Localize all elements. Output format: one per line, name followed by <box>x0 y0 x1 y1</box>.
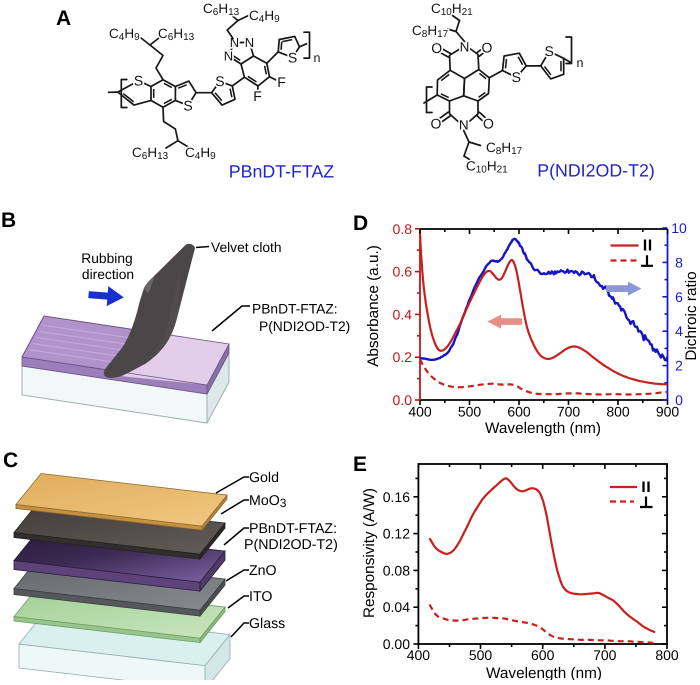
svg-text:500: 500 <box>469 647 493 663</box>
svg-text:PBnDT-FTAZ:: PBnDT-FTAZ: <box>252 302 338 317</box>
svg-text:0.6: 0.6 <box>393 264 413 280</box>
svg-text:700: 700 <box>557 404 581 420</box>
svg-text:ITO: ITO <box>249 589 272 605</box>
svg-text:S: S <box>512 69 521 85</box>
svg-text:O: O <box>431 40 442 56</box>
svg-text:O: O <box>431 115 442 131</box>
svg-text:C6H13: C6H13 <box>132 145 169 162</box>
svg-text:10: 10 <box>671 220 687 236</box>
svg-text:MoO3: MoO3 <box>249 493 287 510</box>
svg-text:F: F <box>253 88 262 104</box>
svg-text:C8H17: C8H17 <box>486 140 523 157</box>
svg-text:S: S <box>134 73 143 89</box>
svg-text:Gold: Gold <box>249 470 279 486</box>
svg-text:600: 600 <box>507 404 531 420</box>
svg-text:C: C <box>3 449 18 472</box>
svg-text:800: 800 <box>655 647 679 663</box>
svg-text:0.12: 0.12 <box>383 526 410 542</box>
svg-text:N: N <box>245 35 254 50</box>
svg-text:S: S <box>215 73 224 89</box>
svg-text:P(NDI2OD-T2): P(NDI2OD-T2) <box>244 537 338 553</box>
svg-text:600: 600 <box>531 647 555 663</box>
svg-text:D: D <box>353 212 368 235</box>
svg-text:C4H9: C4H9 <box>109 26 140 43</box>
svg-text:400: 400 <box>407 647 431 663</box>
svg-text:700: 700 <box>593 647 617 663</box>
svg-text:Wavelength (nm): Wavelength (nm) <box>486 665 602 680</box>
svg-text:0.08: 0.08 <box>383 562 410 578</box>
svg-text:PBnDT-FTAZ:: PBnDT-FTAZ: <box>249 521 337 537</box>
svg-text:ZnO: ZnO <box>249 563 277 579</box>
svg-text:E: E <box>353 453 367 476</box>
svg-text:C4H9: C4H9 <box>185 145 216 162</box>
svg-text:C6H13: C6H13 <box>158 26 195 43</box>
svg-text:S: S <box>183 97 192 113</box>
svg-text:S: S <box>288 49 297 65</box>
svg-text:Responsivity (A/W): Responsivity (A/W) <box>361 488 378 618</box>
svg-text:C4H9: C4H9 <box>249 8 280 25</box>
svg-text:A: A <box>56 7 71 30</box>
svg-text:4: 4 <box>675 323 683 339</box>
svg-text:0.16: 0.16 <box>383 489 410 505</box>
svg-text:6: 6 <box>675 289 683 305</box>
svg-text:P(NDI2OD-T2): P(NDI2OD-T2) <box>537 161 655 181</box>
svg-text:PBnDT-FTAZ: PBnDT-FTAZ <box>229 162 335 182</box>
svg-text:Dichroic ratio: Dichroic ratio <box>683 271 700 360</box>
svg-text:Wavelength (nm): Wavelength (nm) <box>485 420 601 437</box>
svg-text:S: S <box>545 43 554 59</box>
svg-text:8: 8 <box>675 254 683 270</box>
svg-text:O: O <box>483 115 494 131</box>
svg-text:n: n <box>577 56 584 70</box>
svg-text:Absorbance (a.u.): Absorbance (a.u.) <box>365 245 382 367</box>
svg-text:0.04: 0.04 <box>383 599 410 615</box>
svg-text:900: 900 <box>656 404 680 420</box>
svg-text:direction: direction <box>82 267 134 282</box>
svg-text:F: F <box>277 74 286 90</box>
svg-text:B: B <box>1 209 16 232</box>
svg-text:N: N <box>224 48 233 63</box>
svg-text:Rubbing: Rubbing <box>81 251 132 266</box>
svg-text:0.2: 0.2 <box>393 349 413 365</box>
svg-text:C10H21: C10H21 <box>431 1 473 18</box>
svg-text:P(NDI2OD-T2): P(NDI2OD-T2) <box>259 319 350 334</box>
svg-text:800: 800 <box>606 404 630 420</box>
svg-text:Velvet cloth: Velvet cloth <box>211 240 282 255</box>
svg-text:C8H17: C8H17 <box>412 23 449 40</box>
svg-text:0.8: 0.8 <box>393 221 413 237</box>
svg-text:400: 400 <box>408 404 432 420</box>
svg-text:O: O <box>482 40 493 56</box>
svg-text:C6H13: C6H13 <box>203 1 240 18</box>
svg-text:C10H21: C10H21 <box>466 159 508 176</box>
svg-text:2: 2 <box>675 358 683 374</box>
svg-text:Glass: Glass <box>249 616 285 632</box>
svg-text:500: 500 <box>458 404 482 420</box>
svg-text:n: n <box>314 51 321 65</box>
svg-text:0.4: 0.4 <box>393 306 413 322</box>
